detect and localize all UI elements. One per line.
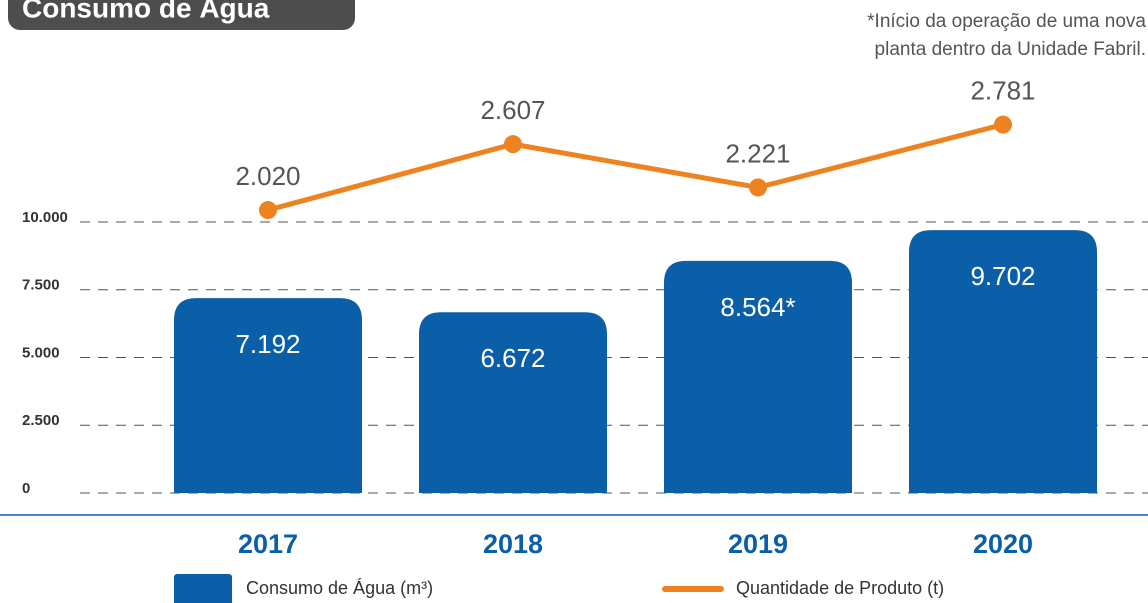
line-point (994, 115, 1012, 134)
bar-value-label: 7.192 (235, 329, 300, 359)
line-value-label: 2.781 (970, 75, 1035, 105)
y-tick-label: 0 (22, 480, 30, 497)
bar (174, 298, 362, 493)
legend: Consumo de Água (m³) Quantidade de Produt… (174, 574, 944, 603)
y-tick-label: 10.000 (22, 209, 68, 226)
line-layer: 2.020 2.607 2.221 2.781 (235, 75, 1036, 220)
x-tick-label: 2019 (728, 529, 788, 559)
chart-title: Consumo de Água (22, 0, 270, 23)
line-point (749, 178, 767, 197)
line-point (504, 135, 522, 154)
line-point (259, 201, 277, 220)
y-tick-label: 5.000 (22, 344, 60, 361)
legend-label: Quantidade de Produto (t) (736, 578, 944, 598)
note: *Início da operação de uma nova (867, 11, 1146, 32)
bar-value-label: 6.672 (480, 343, 545, 373)
x-tick-label: 2018 (483, 529, 543, 559)
line (267, 122, 1004, 213)
bar (419, 312, 607, 493)
bar-value-label: 9.702 (970, 261, 1035, 291)
bars: 2017 2018 2019 2020 7.192 6.672 8.564* 9.702 (174, 230, 1097, 559)
x-tick-label: 2020 (973, 529, 1033, 559)
bar (909, 230, 1097, 493)
line-value-label: 2.020 (235, 161, 300, 191)
bar-value-label: 8.564* (720, 292, 795, 322)
legend-swatch (174, 574, 232, 603)
line-value-label: 2.221 (725, 138, 790, 168)
y-tick-label: 2.500 (22, 412, 60, 429)
title-box (8, 0, 355, 30)
legend-label: Consumo de Água (m³) (246, 578, 433, 598)
note: planta dentro da Unidade Fabril. (875, 39, 1146, 60)
x-tick-label: 2017 (238, 529, 298, 559)
y-tick-label: 7.500 (22, 277, 60, 294)
line-value-label: 2.607 (480, 95, 545, 125)
bar (664, 260, 852, 493)
